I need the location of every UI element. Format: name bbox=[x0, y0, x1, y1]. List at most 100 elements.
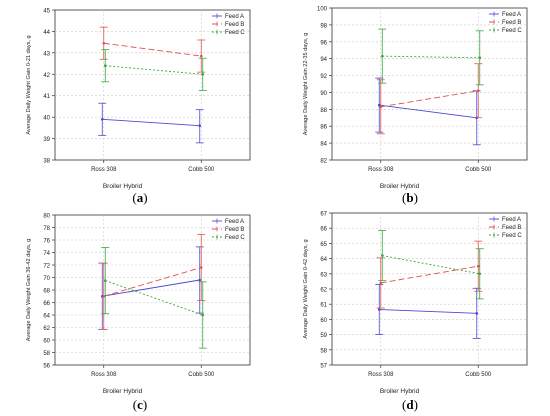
chart-d-svg: 57 58 59 60 61 62 63 64 65 66 67 Ross 308 Cobb 500 Br… bbox=[303, 212, 528, 395]
chart-b-svg: 82 84 86 88 90 92 94 96 98 100 Ross 308 Cobb 500 Bro… bbox=[303, 7, 528, 190]
caption-c-letter: c bbox=[137, 397, 143, 412]
y-tick-label: 45 bbox=[43, 9, 50, 15]
y-tick-label: 88 bbox=[320, 108, 327, 114]
data-point bbox=[198, 278, 202, 282]
series-line-feed-a bbox=[379, 309, 477, 314]
data-point bbox=[380, 254, 384, 257]
y-tick-label: 43 bbox=[43, 51, 50, 57]
y-tick-label: 58 bbox=[320, 348, 327, 354]
y-tick-label: 70 bbox=[43, 276, 50, 282]
data-point bbox=[100, 117, 104, 121]
data-point bbox=[102, 294, 106, 298]
y-tick-label: 44 bbox=[43, 30, 50, 36]
y-tick-label: 78 bbox=[43, 226, 50, 232]
chart-panel-d: 57 58 59 60 61 62 63 64 65 66 67 Ross 308 Cobb 500 Br… bbox=[275, 205, 550, 395]
caption-a-letter: a bbox=[136, 190, 144, 205]
y-tick-label: 42 bbox=[43, 73, 50, 79]
legend-label: Feed B bbox=[225, 22, 244, 28]
data-point bbox=[198, 124, 202, 128]
y-tick-label: 57 bbox=[320, 364, 327, 370]
x-tick-label: Cobb 500 bbox=[188, 372, 215, 378]
data-point bbox=[103, 64, 107, 68]
x-tick-label: Ross 308 bbox=[368, 167, 394, 173]
x-tick-label: Cobb 500 bbox=[465, 372, 492, 378]
caption-b-letter: b bbox=[406, 190, 414, 205]
y-tick-label: 60 bbox=[320, 318, 327, 324]
legend-label: Feed B bbox=[502, 225, 521, 231]
y-tick-label: 98 bbox=[320, 23, 327, 29]
y-tick-label: 90 bbox=[320, 91, 327, 97]
x-tick-label: Ross 308 bbox=[368, 372, 394, 378]
chart-a-svg: 38 39 40 41 42 43 44 45 Ross 308 Cobb 500 Broiler … bbox=[26, 9, 251, 190]
y-tick-label: 62 bbox=[43, 326, 50, 332]
legend-label: Feed A bbox=[502, 12, 521, 18]
y-tick-label: 56 bbox=[43, 364, 50, 370]
plot-frame bbox=[54, 9, 251, 161]
y-tick-label: 74 bbox=[43, 251, 50, 257]
y-axis-label: Average Daily Weight Gain 36-42 days, g bbox=[26, 239, 32, 341]
caption-b: (b) bbox=[402, 190, 418, 205]
y-tick-label: 82 bbox=[320, 159, 327, 165]
chart-panel-c: 56 58 60 62 64 66 68 70 72 74 76 78 80 Ross 308 Cobb 5… bbox=[0, 205, 270, 395]
data-point bbox=[475, 312, 479, 315]
y-tick-label: 40 bbox=[43, 116, 50, 122]
y-tick-label: 39 bbox=[43, 137, 50, 143]
series-line-feed-c bbox=[382, 255, 480, 275]
legend-label: Feed B bbox=[225, 227, 244, 233]
chart-panel-b: 82 84 86 88 90 92 94 96 98 100 Ross 308 Cobb 500 Bro… bbox=[275, 0, 550, 190]
series-line-feed-b bbox=[380, 90, 479, 108]
series-line-feed-c bbox=[105, 280, 203, 316]
plot-frame bbox=[331, 7, 528, 161]
y-tick-label: 68 bbox=[43, 289, 50, 295]
y-tick-label: 92 bbox=[320, 74, 327, 80]
y-tick-label: 66 bbox=[320, 227, 327, 233]
data-point bbox=[377, 103, 381, 107]
data-point bbox=[379, 105, 383, 109]
data-point bbox=[380, 54, 384, 58]
y-tick-label: 96 bbox=[320, 40, 327, 46]
series-line-feed-b bbox=[380, 265, 479, 284]
y-tick-label: 72 bbox=[43, 264, 50, 270]
caption-a: (a) bbox=[132, 190, 148, 205]
caption-d-letter: d bbox=[406, 397, 414, 412]
series-line-feed-a bbox=[102, 279, 200, 297]
data-point bbox=[103, 279, 107, 282]
x-axis-label: Broiler Hybrid bbox=[380, 183, 420, 190]
y-tick-label: 100 bbox=[317, 7, 328, 13]
series-line-feed-c bbox=[382, 55, 480, 59]
series-line-feed-b bbox=[103, 42, 202, 57]
data-point bbox=[476, 89, 480, 93]
y-tick-label: 64 bbox=[43, 314, 50, 320]
series-line-feed-b bbox=[103, 267, 202, 297]
y-tick-label: 84 bbox=[320, 142, 327, 148]
chart-c-svg: 56 58 60 62 64 66 68 70 72 74 76 78 80 Ross 308 Cobb 5… bbox=[26, 214, 251, 395]
data-point bbox=[476, 264, 480, 268]
series-line-feed-a bbox=[379, 104, 477, 119]
y-tick-label: 64 bbox=[320, 257, 327, 263]
series-line-feed-c bbox=[105, 65, 203, 75]
series-line-feed-a bbox=[102, 118, 200, 127]
y-tick-label: 62 bbox=[320, 288, 327, 294]
legend-label: Feed C bbox=[225, 30, 245, 36]
legend-label: Feed C bbox=[502, 28, 522, 34]
y-axis-label: Average Daily Weight Gain 0-21 days, g bbox=[26, 35, 32, 134]
legend-label: Feed B bbox=[502, 20, 521, 26]
y-axis-label: Average Daily Weight Gain 22-35 days, g bbox=[303, 33, 309, 135]
caption-d: (d) bbox=[402, 397, 418, 412]
data-point bbox=[199, 266, 203, 269]
x-tick-label: Cobb 500 bbox=[465, 167, 492, 173]
y-axis-label: Average Daily Weight Gain 0-42 days, g bbox=[303, 239, 309, 338]
y-tick-label: 67 bbox=[320, 212, 327, 218]
y-tick-label: 76 bbox=[43, 239, 50, 245]
legend-label: Feed C bbox=[225, 235, 245, 241]
y-tick-label: 60 bbox=[43, 339, 50, 345]
data-point bbox=[199, 54, 203, 58]
y-tick-label: 80 bbox=[43, 214, 50, 220]
legend-label: Feed A bbox=[225, 14, 244, 20]
x-tick-label: Ross 308 bbox=[91, 372, 117, 378]
y-tick-label: 86 bbox=[320, 125, 327, 131]
legend-label: Feed A bbox=[502, 217, 521, 223]
y-tick-label: 59 bbox=[320, 333, 327, 339]
data-point bbox=[379, 281, 383, 285]
data-point bbox=[377, 308, 381, 311]
